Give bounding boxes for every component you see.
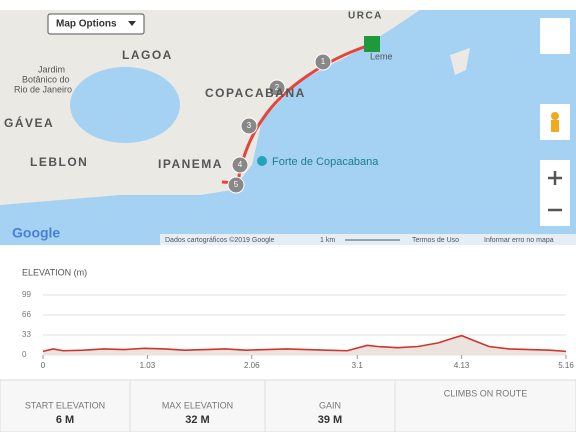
- stat-label: GAIN: [319, 400, 341, 410]
- marker[interactable]: [314, 53, 332, 71]
- place: Rio de Janeiro: [14, 84, 72, 94]
- place: URCA: [348, 11, 383, 22]
- marker-label: 5: [234, 180, 239, 189]
- x-tick-label: 2.06: [244, 361, 260, 370]
- x-tick-label: 5.16: [558, 361, 574, 370]
- ocean: [0, 10, 576, 245]
- marker[interactable]: [227, 176, 245, 194]
- stat-label: CLIMBS ON ROUTE: [444, 388, 528, 398]
- place: Jardim: [38, 64, 65, 74]
- pegman: [551, 120, 559, 132]
- x-tick-label: 4.13: [454, 361, 470, 370]
- island: [450, 48, 470, 75]
- x-tick-label: 3.1: [352, 361, 364, 370]
- map-options-label: Map Options: [56, 19, 117, 30]
- place: GÁVEA: [4, 115, 54, 130]
- stats: START ELEVATION 6 M MAX ELEVATION 32 M GAIN 3…: [25, 380, 527, 432]
- x-tick-label: 0: [41, 361, 46, 370]
- stat-label: MAX ELEVATION: [162, 400, 233, 410]
- stat-label: START ELEVATION: [25, 400, 105, 410]
- chart-title: ELEVATION (m): [22, 267, 87, 277]
- place: LEBLON: [30, 155, 88, 169]
- marker-label: 3: [247, 121, 252, 130]
- y-tick-label: 99: [22, 290, 31, 299]
- scale-label: 1 km: [320, 237, 335, 244]
- map-options-button[interactable]: [47, 13, 145, 35]
- place: COPACABANA: [205, 86, 306, 100]
- place: LAGOA: [122, 48, 173, 62]
- marker[interactable]: [240, 117, 258, 135]
- elevation-line: [42, 334, 567, 353]
- y-tick-label: 0: [22, 350, 27, 359]
- marker[interactable]: [268, 79, 286, 97]
- terms[interactable]: Termos de Uso: [412, 237, 459, 244]
- zoom-in[interactable]: [548, 171, 562, 185]
- place: Leme: [370, 51, 393, 61]
- pegman: [551, 112, 559, 120]
- markers: 1 2 3 4 5: [227, 53, 332, 194]
- elevation-chart: 0 33 66 99 0 1.03 2.06 3.1 4.13 5.16: [22, 290, 574, 370]
- stat-value: 6 M: [56, 414, 74, 426]
- poi-icon: [257, 156, 267, 166]
- place: Botânico do: [22, 74, 70, 84]
- marker-label: 2: [275, 83, 280, 92]
- y-tick-label: 66: [22, 310, 31, 319]
- google-logo: Google: [12, 225, 60, 241]
- report[interactable]: Informar erro no mapa: [484, 237, 554, 244]
- stats-bar: [0, 379, 576, 432]
- zoom-control: [540, 160, 570, 226]
- dropdown-arrow: [128, 21, 136, 26]
- marker-label: 4: [238, 160, 243, 169]
- stat-value: 32 M: [185, 414, 209, 426]
- marker-label: 1: [321, 57, 326, 66]
- attribution: Dados cartográficos ©2019 Google: [165, 236, 275, 244]
- y-tick-label: 33: [22, 330, 31, 339]
- start-flag: [364, 36, 380, 52]
- x-tick-label: 1.03: [140, 361, 156, 370]
- marker[interactable]: [231, 156, 249, 174]
- lagoon: [70, 67, 180, 143]
- place: Forte de Copacabana: [272, 156, 379, 168]
- place: IPANEMA: [158, 157, 223, 171]
- fullscreen-button[interactable]: [540, 18, 570, 54]
- stat-value: 39 M: [318, 414, 342, 426]
